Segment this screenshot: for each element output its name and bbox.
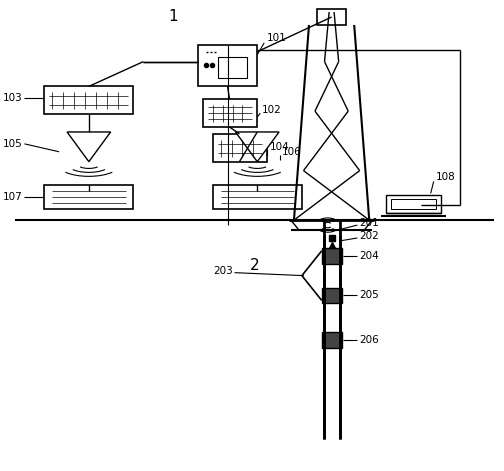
Polygon shape	[67, 132, 111, 162]
Text: 201: 201	[359, 218, 379, 228]
Bar	[386, 195, 440, 213]
Bar	[44, 86, 134, 114]
Bar	[391, 199, 435, 209]
Text: 106: 106	[282, 147, 302, 157]
Text: 104: 104	[270, 142, 290, 152]
Text: 108: 108	[435, 171, 456, 181]
Text: 103: 103	[3, 93, 23, 103]
Bar	[317, 9, 346, 25]
Text: 101: 101	[267, 33, 287, 43]
Bar	[44, 186, 134, 209]
Text: 202: 202	[359, 231, 379, 241]
Text: 205: 205	[359, 291, 379, 300]
Bar	[198, 45, 257, 86]
Text: 105: 105	[3, 139, 23, 149]
Bar	[213, 186, 302, 209]
Bar	[218, 57, 247, 79]
Bar	[322, 287, 342, 303]
Text: 203: 203	[213, 266, 232, 276]
Text: 1: 1	[168, 8, 178, 24]
Bar	[213, 134, 267, 162]
Text: 107: 107	[3, 192, 23, 203]
Polygon shape	[235, 132, 279, 162]
Text: 102: 102	[262, 105, 282, 115]
Text: 2: 2	[250, 258, 260, 273]
Bar	[322, 248, 342, 264]
Text: 204: 204	[359, 251, 379, 261]
Bar	[203, 99, 257, 127]
Bar	[322, 332, 342, 348]
Text: 206: 206	[359, 335, 379, 345]
